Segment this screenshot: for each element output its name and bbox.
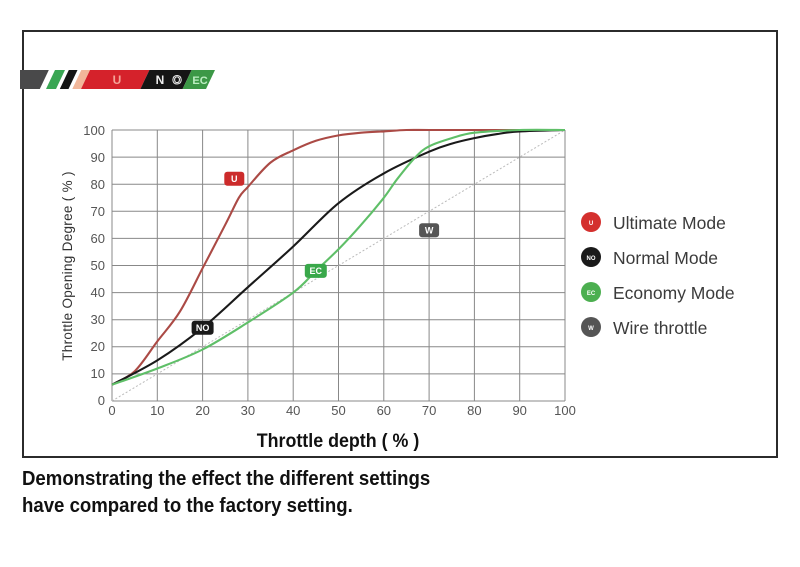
svg-text:80: 80 bbox=[467, 403, 481, 418]
svg-text:W: W bbox=[425, 225, 434, 235]
svg-text:20: 20 bbox=[91, 339, 105, 354]
svg-text:60: 60 bbox=[377, 403, 391, 418]
svg-text:80: 80 bbox=[91, 177, 105, 192]
svg-text:Throttle depth ( % ): Throttle depth ( % ) bbox=[257, 429, 420, 451]
svg-text:30: 30 bbox=[91, 312, 105, 327]
svg-text:90: 90 bbox=[91, 150, 105, 165]
svg-text:20: 20 bbox=[195, 403, 209, 418]
svg-text:EC: EC bbox=[310, 266, 323, 276]
svg-text:10: 10 bbox=[150, 403, 164, 418]
svg-text:50: 50 bbox=[91, 258, 105, 273]
svg-text:90: 90 bbox=[512, 403, 526, 418]
svg-text:30: 30 bbox=[241, 403, 255, 418]
svg-text:Economy Mode: Economy Mode bbox=[613, 283, 735, 303]
svg-text:40: 40 bbox=[286, 403, 300, 418]
svg-text:0: 0 bbox=[108, 403, 115, 418]
svg-text:NO: NO bbox=[196, 323, 210, 333]
svg-text:U: U bbox=[231, 174, 238, 184]
svg-text:0: 0 bbox=[98, 393, 105, 408]
svg-text:EC: EC bbox=[587, 291, 596, 297]
svg-text:70: 70 bbox=[91, 204, 105, 219]
svg-text:70: 70 bbox=[422, 403, 436, 418]
svg-text:40: 40 bbox=[91, 285, 105, 300]
svg-text:100: 100 bbox=[554, 403, 576, 418]
svg-text:NO: NO bbox=[587, 256, 596, 262]
svg-text:Wire throttle: Wire throttle bbox=[613, 318, 707, 338]
svg-text:10: 10 bbox=[91, 366, 105, 381]
svg-text:60: 60 bbox=[91, 231, 105, 246]
svg-text:Throttle Opening Degree ( % ): Throttle Opening Degree ( % ) bbox=[60, 171, 75, 361]
svg-text:Normal Mode: Normal Mode bbox=[613, 248, 718, 268]
svg-text:Ultimate Mode: Ultimate Mode bbox=[613, 213, 726, 233]
svg-text:50: 50 bbox=[331, 403, 345, 418]
svg-text:U: U bbox=[589, 221, 593, 227]
svg-text:W: W bbox=[588, 326, 594, 332]
svg-text:100: 100 bbox=[83, 123, 105, 138]
